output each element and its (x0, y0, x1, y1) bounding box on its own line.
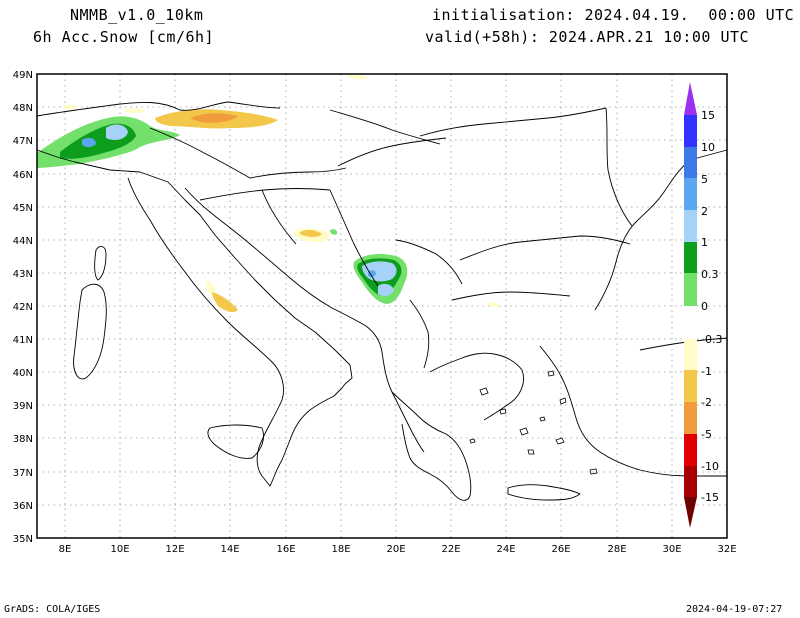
colorbar-box-m5 (684, 434, 697, 466)
colorbar-label: 0 (701, 300, 708, 313)
lon-tick-label: 18E (331, 544, 350, 555)
lon-tick-label: 24E (496, 544, 515, 555)
colorbar-label: 10 (701, 141, 715, 154)
lat-tick-label: 40N (13, 368, 33, 379)
coastlines-and-borders (36, 101, 728, 501)
colorbar-arrow-bottom (684, 497, 697, 528)
lon-tick-label: 8E (59, 544, 72, 555)
colorbar-label: 15 (701, 109, 715, 122)
colorbar-label: 2 (701, 205, 708, 218)
lon-tick-label: 20E (386, 544, 405, 555)
lat-tick-label: 44N (13, 236, 33, 247)
lat-tick-label: 39N (13, 401, 33, 412)
lat-tick-label: 41N (13, 335, 33, 346)
colorbar-label: 5 (701, 173, 708, 186)
lat-tick-label: 35N (13, 534, 33, 545)
lat-tick-label: 47N (13, 136, 33, 147)
colorbar-box-15 (684, 115, 697, 147)
colorbar-box-m1 (684, 370, 697, 402)
lon-tick-label: 12E (165, 544, 184, 555)
lat-tick-label: 36N (13, 501, 33, 512)
colorbar-box-0 (684, 306, 697, 339)
colorbar: 15 10 5 2 1 0.3 0 -0.3 -1 -2 -5 -10 -15 (684, 82, 722, 528)
colorbar-box-1 (684, 242, 697, 273)
colorbar-box-m2 (684, 402, 697, 434)
colorbar-label: -1 (701, 365, 712, 378)
lon-tick-label: 26E (551, 544, 570, 555)
lon-tick-label: 30E (662, 544, 681, 555)
colorbar-label: 0.3 (701, 268, 719, 281)
aegean-islands (469, 370, 598, 475)
lon-tick-label: 22E (441, 544, 460, 555)
colorbar-box-m10 (684, 466, 697, 497)
colorbar-box-5 (684, 178, 697, 210)
lat-tick-label: 46N (13, 170, 33, 181)
lat-tick-label: 42N (13, 302, 33, 313)
lat-tick-label: 43N (13, 269, 33, 280)
plot-area (37, 74, 727, 538)
snow-field-alps (37, 74, 368, 168)
lat-tick-label: 48N (13, 103, 33, 114)
footer-credit: GrADS: COLA/IGES (4, 604, 101, 615)
snow-field-balkans (206, 228, 500, 313)
lat-tick-label: 45N (13, 203, 33, 214)
lat-tick-label: 37N (13, 468, 33, 479)
initialisation-time: initialisation: 2024.04.19. 00:00 UTC (432, 6, 795, 24)
model-name: NMMB_v1.0_10km (70, 6, 204, 24)
plot-frame (36, 73, 728, 539)
lon-tick-label: 32E (717, 544, 736, 555)
colorbar-label: -5 (701, 428, 712, 441)
colorbar-label: -0.3 (701, 333, 722, 346)
lon-tick-label: 16E (276, 544, 295, 555)
longitude-axis: 8E 10E 12E 14E 16E 18E 20E 22E 24E 26E 2… (59, 544, 737, 555)
colorbar-box-03 (684, 273, 697, 306)
colorbar-box-2 (684, 210, 697, 242)
colorbar-box-10 (684, 147, 697, 178)
colorbar-box-m03 (684, 339, 697, 370)
footer-timestamp: 2024-04-19-07:27 (686, 604, 783, 615)
valid-time: valid(+58h): 2024.APR.21 10:00 UTC (425, 28, 750, 46)
colorbar-label: -15 (701, 491, 719, 504)
lon-tick-label: 10E (110, 544, 129, 555)
lon-tick-label: 14E (220, 544, 239, 555)
variable-title: 6h Acc.Snow [cm/6h] (33, 28, 215, 46)
colorbar-arrow-top (684, 82, 697, 115)
lat-tick-label: 38N (13, 434, 33, 445)
colorbar-label: -2 (701, 396, 712, 409)
latitude-axis: 35N 36N 37N 38N 39N 40N 41N 42N 43N 44N … (13, 70, 33, 545)
lon-tick-label: 28E (607, 544, 626, 555)
colorbar-label: -10 (701, 460, 719, 473)
lat-tick-label: 49N (13, 70, 33, 81)
colorbar-label: 1 (701, 236, 708, 249)
